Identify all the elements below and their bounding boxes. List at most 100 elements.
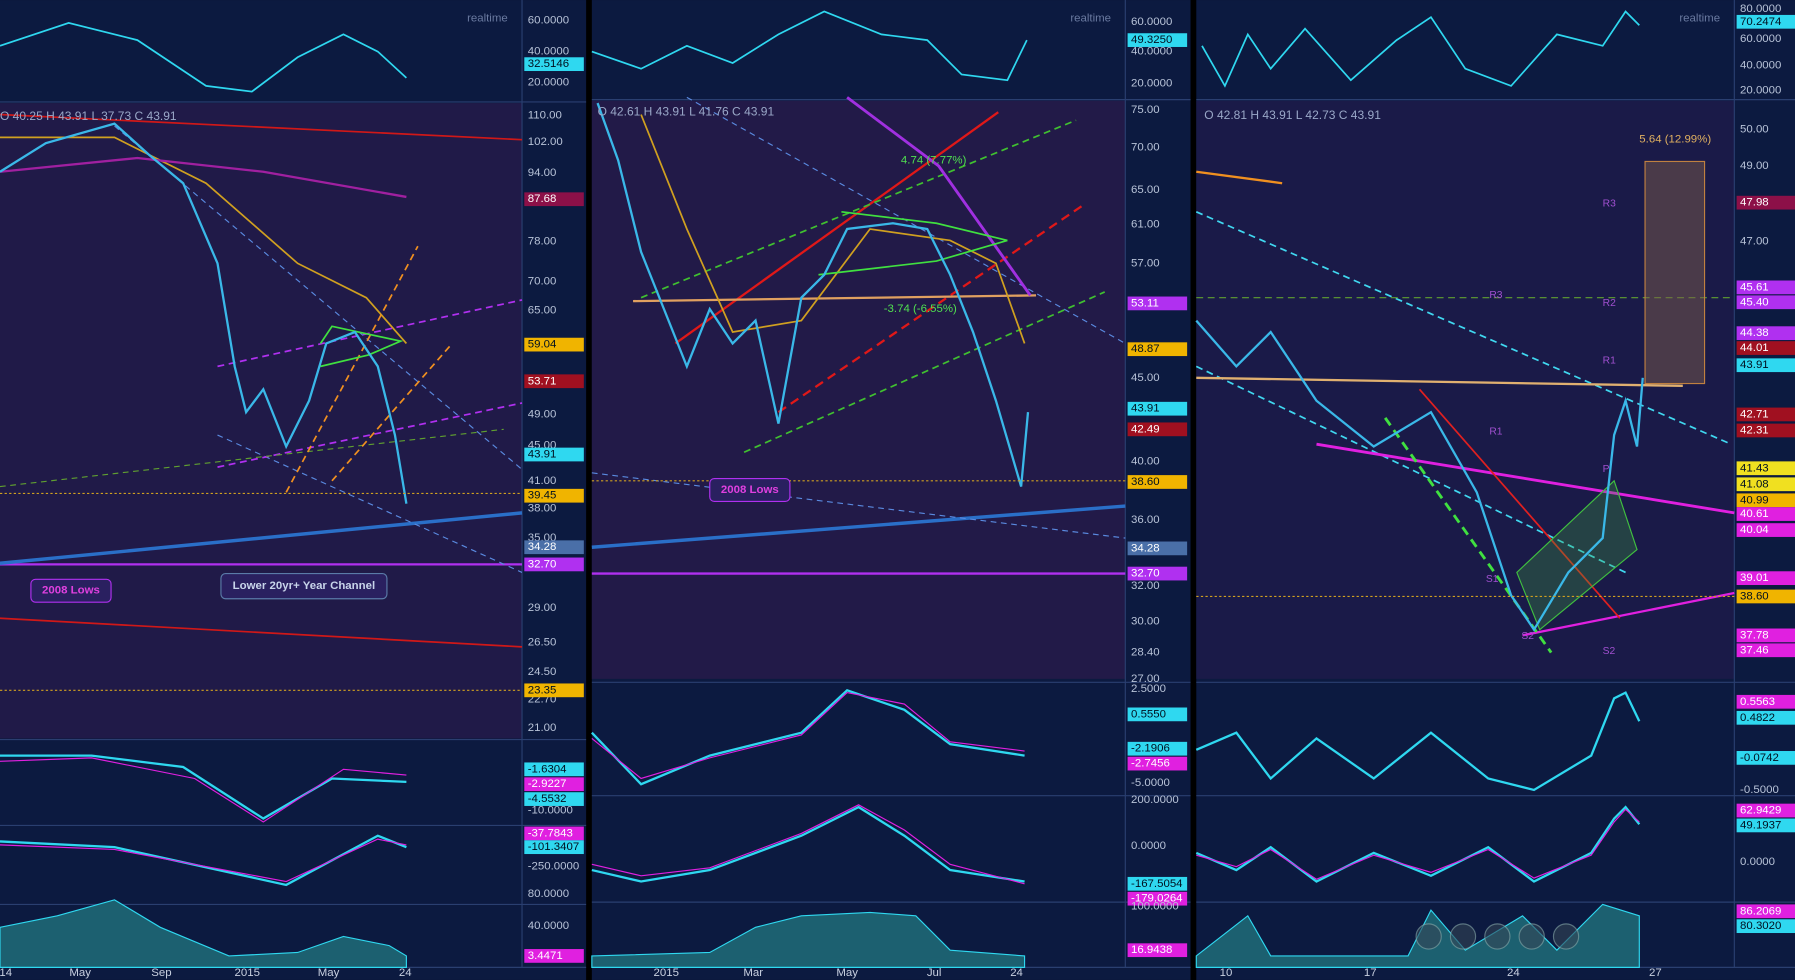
badge-label: 40.99 — [1740, 494, 1769, 506]
x-axis-label: 24 — [399, 967, 412, 979]
price-badge — [1736, 195, 1795, 210]
ohlc-header: O 40.25 H 43.91 L 37.73 C 43.91 — [0, 109, 177, 123]
price-badge — [1127, 707, 1188, 722]
axis-label: -0.5000 — [1740, 784, 1779, 796]
price-badge — [1736, 710, 1795, 725]
x-axis-label: 14 — [0, 967, 13, 979]
price-badge — [1736, 341, 1795, 355]
price-badge — [1127, 475, 1188, 489]
axis-label: 70.00 — [528, 276, 557, 288]
realtime-label: realtime — [1679, 12, 1720, 24]
price-badge — [524, 840, 584, 855]
price-badge — [1736, 919, 1795, 934]
badge-label: 44.38 — [1740, 327, 1769, 339]
badge-label: 47.98 — [1740, 197, 1769, 209]
price-badge — [1127, 756, 1188, 771]
axis-label: 40.0000 — [528, 920, 569, 932]
price-badge — [1736, 751, 1795, 765]
badge-label: 16.9438 — [1131, 944, 1172, 956]
axis-label: 2.5000 — [1131, 683, 1166, 695]
price-badge — [524, 488, 584, 503]
badge-label: 38.60 — [1740, 590, 1769, 602]
badge-label: 40.61 — [1740, 508, 1769, 520]
axis-label: 40.0000 — [528, 46, 569, 58]
axis-label: 30.00 — [1131, 616, 1160, 628]
price-badge — [1127, 876, 1188, 891]
price-badge — [524, 337, 584, 352]
price-badge — [1736, 803, 1795, 818]
price-badge — [524, 57, 584, 72]
axis-label: 20.0000 — [1131, 78, 1172, 90]
price-badge — [1736, 643, 1795, 658]
pivot-label: S2 — [1521, 631, 1534, 642]
price-badge — [524, 447, 584, 462]
axis-label: 65.00 — [1131, 184, 1160, 196]
price-badge — [524, 792, 584, 806]
axis-label: 78.00 — [528, 236, 557, 248]
ohlc-header: O 42.61 H 43.91 L 41.76 C 43.91 — [598, 104, 775, 118]
axis-label: 60.0000 — [528, 15, 569, 27]
badge-label: 49.3250 — [1131, 34, 1172, 46]
badge-label: 43.91 — [528, 449, 557, 461]
pivot-label: R3 — [1489, 290, 1502, 301]
axis-label: 22.70 — [528, 694, 557, 706]
price-badge — [1736, 628, 1795, 643]
badge-label: 45.40 — [1740, 296, 1769, 308]
badge-label: -167.5054 — [1131, 878, 1183, 890]
badge-label: 40.04 — [1740, 524, 1769, 536]
annotation: 5.64 (12.99%) — [1639, 134, 1711, 146]
price-badge — [1127, 342, 1188, 357]
price-badge — [1736, 904, 1795, 919]
price-badge — [1127, 566, 1188, 581]
x-axis-label: 27 — [1649, 967, 1662, 979]
badge-label: 37.46 — [1740, 644, 1769, 656]
panel-2-drawings — [591, 10, 1126, 968]
price-badge — [1736, 694, 1795, 709]
badge-label: 44.01 — [1740, 342, 1769, 354]
pivot-label: R3 — [1603, 199, 1616, 210]
badge-label: 0.5550 — [1131, 708, 1166, 720]
axis-label: 80.0000 — [528, 888, 569, 900]
pivot-label: P — [1603, 464, 1610, 475]
price-badge — [1736, 461, 1795, 476]
x-axis-label: May — [318, 967, 340, 979]
x-axis-label: Mar — [743, 967, 763, 979]
axis-label: 29.00 — [528, 602, 557, 614]
price-badge — [1127, 296, 1188, 311]
axis-label: 60.0000 — [1740, 33, 1781, 45]
badge-label: 70.2474 — [1740, 16, 1782, 28]
badge-label: -2.7456 — [1131, 758, 1170, 770]
badge-label: 87.68 — [528, 193, 557, 205]
badge-label: 0.5563 — [1740, 696, 1775, 708]
badge-label: 53.71 — [528, 375, 557, 387]
pivot-label: R1 — [1489, 426, 1502, 437]
badge-label: 43.91 — [1131, 403, 1160, 415]
price-badge — [1736, 407, 1795, 422]
axis-label: 41.00 — [528, 475, 557, 487]
axis-label: 49.00 — [1740, 160, 1769, 172]
pivot-label: S2 — [1603, 646, 1616, 657]
price-badge — [1736, 295, 1795, 310]
price-badge — [524, 540, 584, 555]
badge-label: 42.49 — [1131, 423, 1160, 435]
axis-label: 0.0000 — [1740, 856, 1775, 868]
axis-label: 28.40 — [1131, 647, 1160, 659]
badge-label: 32.70 — [1131, 568, 1160, 580]
x-axis-label: 24 — [1507, 967, 1520, 979]
badge-label: 41.43 — [1740, 462, 1769, 474]
price-badge — [1127, 943, 1188, 958]
badge-label: -4.5532 — [528, 793, 567, 805]
badge-label: 42.31 — [1740, 424, 1769, 436]
axis-label: 26.50 — [528, 636, 557, 648]
pivot-label: S1 — [1486, 574, 1499, 585]
annotation: 2008 Lows — [721, 484, 779, 496]
x-axis-label: Sep — [151, 967, 171, 979]
panel-3-drawings — [1195, 10, 1735, 968]
badge-label: 23.35 — [528, 684, 557, 696]
axis-label: 32.00 — [1131, 580, 1160, 592]
price-badge — [1736, 477, 1795, 492]
price-badge — [524, 557, 584, 572]
badge-label: -179.0264 — [1131, 893, 1183, 905]
badge-label: -2.9227 — [528, 778, 567, 790]
badge-label: 38.60 — [1131, 476, 1160, 488]
